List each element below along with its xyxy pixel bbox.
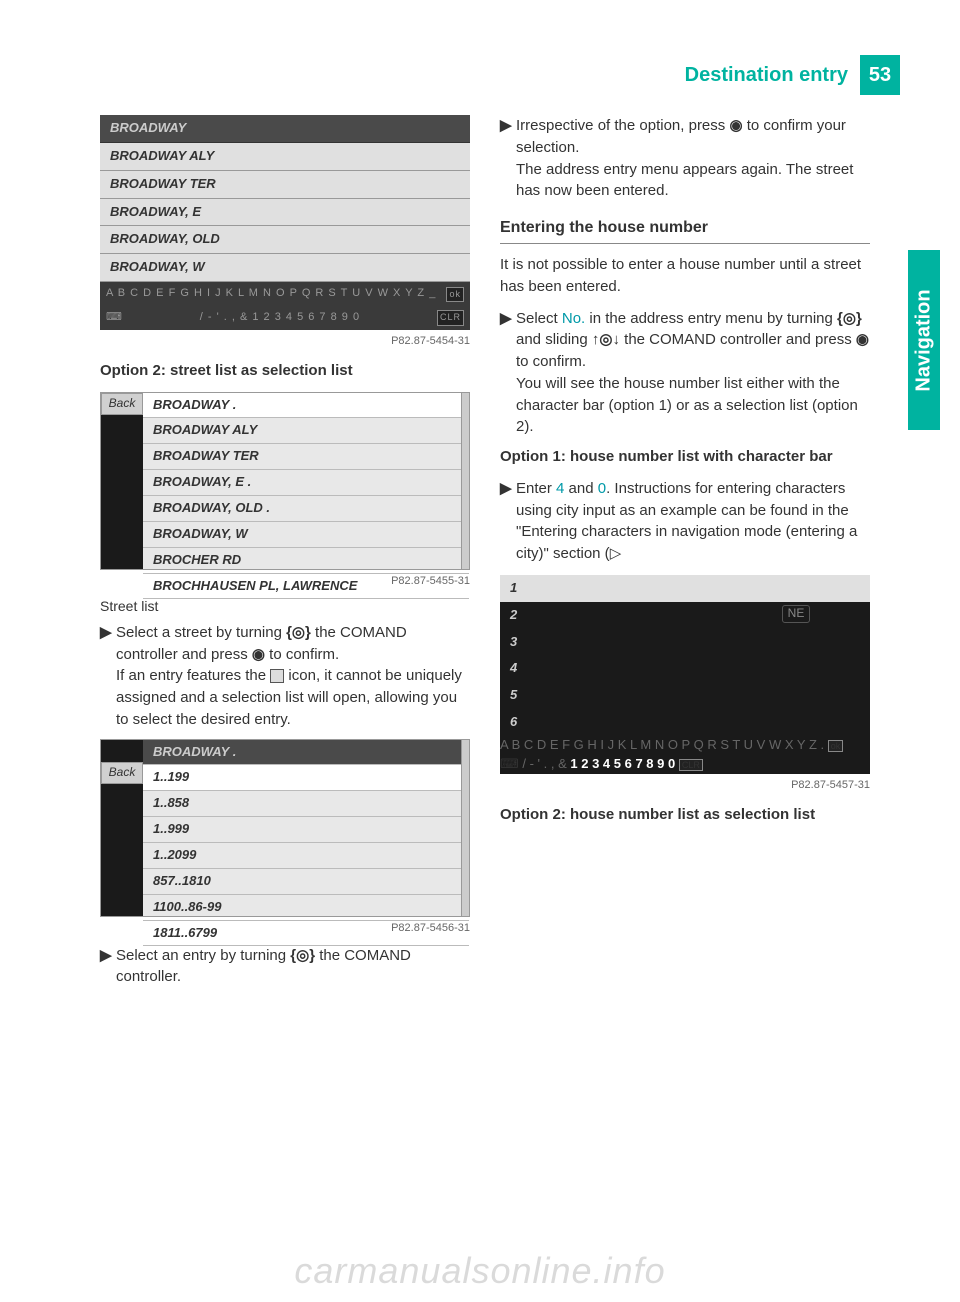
list-item: 4: [500, 655, 870, 682]
back-button: Back: [101, 762, 143, 784]
alpha-row: A B C D E F G H I J K L M N O P Q R S T …: [500, 737, 824, 752]
step-text: Irrespective of the option, press ◉ to c…: [516, 115, 870, 202]
list-item: 1811..6799: [143, 921, 469, 947]
back-icon: ⌨: [106, 310, 123, 326]
step-text: Select a street by turning {◎} the COMAN…: [116, 622, 470, 731]
list-item: BROADWAY, E .: [143, 470, 469, 496]
section-tab-label: Navigation: [913, 289, 936, 391]
scrollbar: [461, 393, 469, 569]
body-text: It is not possible to enter a house numb…: [500, 254, 870, 298]
section-tab: Navigation: [908, 250, 940, 430]
step-marker: ▶: [100, 945, 116, 989]
step-marker: ▶: [500, 115, 516, 202]
housenum-charbar-screenshot: 1 2 3 4 5 6 NE A B C D E F G H I J K L M…: [500, 575, 870, 774]
figure-id: P82.87-5457-31: [500, 778, 870, 794]
step-marker: ▶: [500, 478, 516, 565]
list-item: 5: [500, 682, 870, 709]
step-text: Select an entry by turning {◎} the COMAN…: [116, 945, 470, 989]
list-item: 1: [500, 575, 870, 602]
street-range-screenshot: Back BROADWAY . 1..199 1..858 1..999 1..…: [100, 739, 470, 917]
list-item: BROADWAY ALY: [100, 143, 470, 171]
list-item: 1..858: [143, 791, 469, 817]
list-item: BROCHHAUSEN PL, LAWRENCE: [143, 574, 469, 600]
num-row: / - ' . , & 1 2 3 4 5 6 7 8 9 0: [200, 310, 360, 326]
list-item: 1..999: [143, 817, 469, 843]
watermark: carmanualsonline.info: [0, 1250, 960, 1292]
list-item: BROADWAY TER: [100, 171, 470, 199]
list-item: BROADWAY .: [143, 393, 469, 419]
list-item: BROADWAY, OLD: [100, 226, 470, 254]
list-item: BROCHER RD: [143, 548, 469, 574]
page-title: Destination entry: [685, 64, 848, 87]
folder-icon: [270, 669, 284, 683]
compass-icon: NE: [782, 605, 810, 623]
street-selection-screenshot: Back BROADWAY . BROADWAY ALY BROADWAY TE…: [100, 392, 470, 570]
step-marker: ▶: [100, 622, 116, 731]
list-item: 1..199: [143, 765, 469, 791]
list-item: BROADWAY ALY: [143, 418, 469, 444]
street-charbar-screenshot: BROADWAY BROADWAY ALY BROADWAY TER BROAD…: [100, 115, 470, 330]
back-icon: ⌨: [500, 756, 519, 771]
step-text: Select No. in the address entry menu by …: [516, 308, 870, 439]
ok-icon: ok: [446, 287, 464, 302]
back-button: Back: [101, 393, 143, 415]
option2-heading: Option 2: house number list as selection…: [500, 804, 870, 826]
step-text: Enter 4 and 0. Instructions for entering…: [516, 478, 870, 565]
ok-icon: ok: [828, 740, 844, 752]
option2-heading: Option 2: street list as selection list: [100, 360, 470, 382]
list-item: BROADWAY, W: [143, 522, 469, 548]
page-number: 53: [860, 55, 900, 95]
clr-icon: CLR: [437, 310, 464, 326]
section-heading: Entering the house number: [500, 216, 870, 244]
list-item: 3: [500, 629, 870, 656]
step-marker: ▶: [500, 308, 516, 439]
list-header: BROADWAY .: [143, 740, 469, 766]
scrollbar: [461, 740, 469, 916]
list-item: BROADWAY, E: [100, 199, 470, 227]
num-row: / - ' . , & 1 2 3 4 5 6 7 8 9 0: [522, 756, 675, 771]
list-item: 857..1810: [143, 869, 469, 895]
list-item: 1..2099: [143, 843, 469, 869]
option1-heading: Option 1: house number list with charact…: [500, 446, 870, 468]
list-item: 6: [500, 709, 870, 736]
figure-id: P82.87-5454-31: [100, 334, 470, 350]
list-item: 1100..86-99: [143, 895, 469, 921]
list-header: BROADWAY: [100, 115, 470, 143]
list-item: BROADWAY, OLD .: [143, 496, 469, 522]
list-item: BROADWAY TER: [143, 444, 469, 470]
list-item: 2: [500, 602, 870, 629]
list-item: BROADWAY, W: [100, 254, 470, 282]
clr-icon: CLR: [679, 759, 703, 771]
alpha-row: A B C D E F G H I J K L M N O P Q R S T …: [106, 286, 436, 302]
